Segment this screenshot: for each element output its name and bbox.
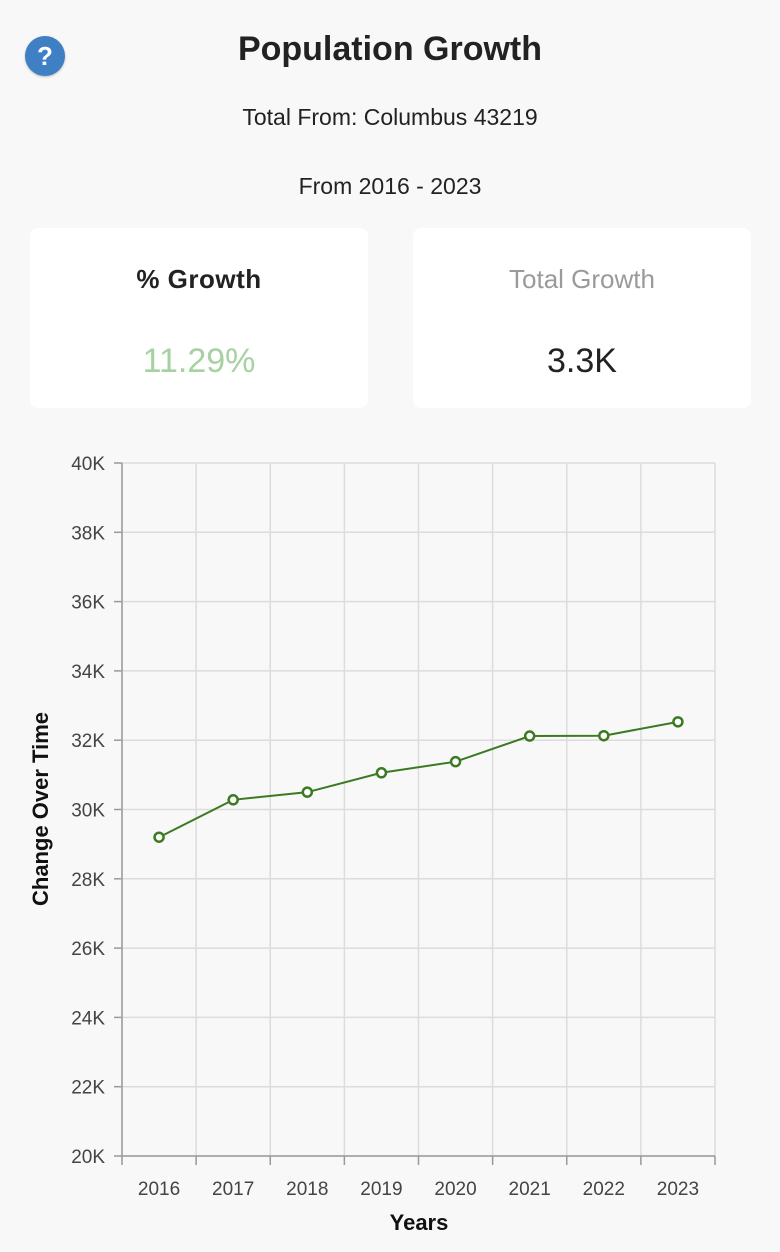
data-point <box>449 755 462 768</box>
help-icon[interactable]: ? <box>25 36 65 76</box>
population-line-chart: 20K 22K 24K 26K 28K 30K 32K 34K 36K 38K 40K 2016 201… <box>28 454 716 1235</box>
y-tick-label: 32K <box>71 731 105 752</box>
series-line <box>158 720 679 839</box>
total-growth-card: Total Growth 3.3K <box>413 228 751 408</box>
percent-growth-label: % Growth <box>136 264 262 294</box>
year-range: From 2016 - 2023 <box>298 173 482 199</box>
data-point <box>523 730 536 742</box>
x-tick-label: 2019 <box>360 1179 402 1200</box>
y-tick-label: 36K <box>71 593 105 614</box>
x-tick-label: 2017 <box>212 1179 254 1200</box>
y-tick-label: 20K <box>71 1147 105 1168</box>
x-tick-label: 2020 <box>434 1179 476 1200</box>
data-point <box>227 794 239 806</box>
data-point <box>672 716 684 728</box>
y-tick-label: 22K <box>71 1078 105 1099</box>
y-tick-label: 24K <box>71 1008 105 1029</box>
x-tick-label: 2021 <box>509 1179 551 1200</box>
data-point <box>301 786 314 798</box>
y-tick-label: 34K <box>71 662 105 683</box>
x-tick-label: 2023 <box>657 1179 699 1200</box>
y-axis-title: Change Over Time <box>28 712 53 906</box>
total-growth-value: 3.3K <box>547 342 617 380</box>
x-tick-label: 2016 <box>138 1179 180 1200</box>
data-point <box>375 767 388 779</box>
page-title: Population Growth <box>237 30 543 68</box>
location-subtitle: Total From: Columbus 43219 <box>242 104 538 130</box>
x-tick-label: 2022 <box>583 1179 625 1200</box>
total-growth-label: Total Growth <box>509 264 655 294</box>
y-tick-label: 40K <box>71 454 105 475</box>
data-point <box>598 729 610 742</box>
y-tick-label: 38K <box>71 523 105 544</box>
percent-growth-value: 11.29% <box>142 342 256 380</box>
y-tick-label: 26K <box>71 939 105 960</box>
percent-growth-card: % Growth 11.29% <box>30 228 368 408</box>
y-tick-label: 30K <box>71 801 105 822</box>
x-axis-title: Years <box>390 1210 449 1235</box>
data-point <box>153 831 165 843</box>
y-tick-label: 28K <box>71 870 105 891</box>
x-tick-label: 2018 <box>286 1179 328 1200</box>
